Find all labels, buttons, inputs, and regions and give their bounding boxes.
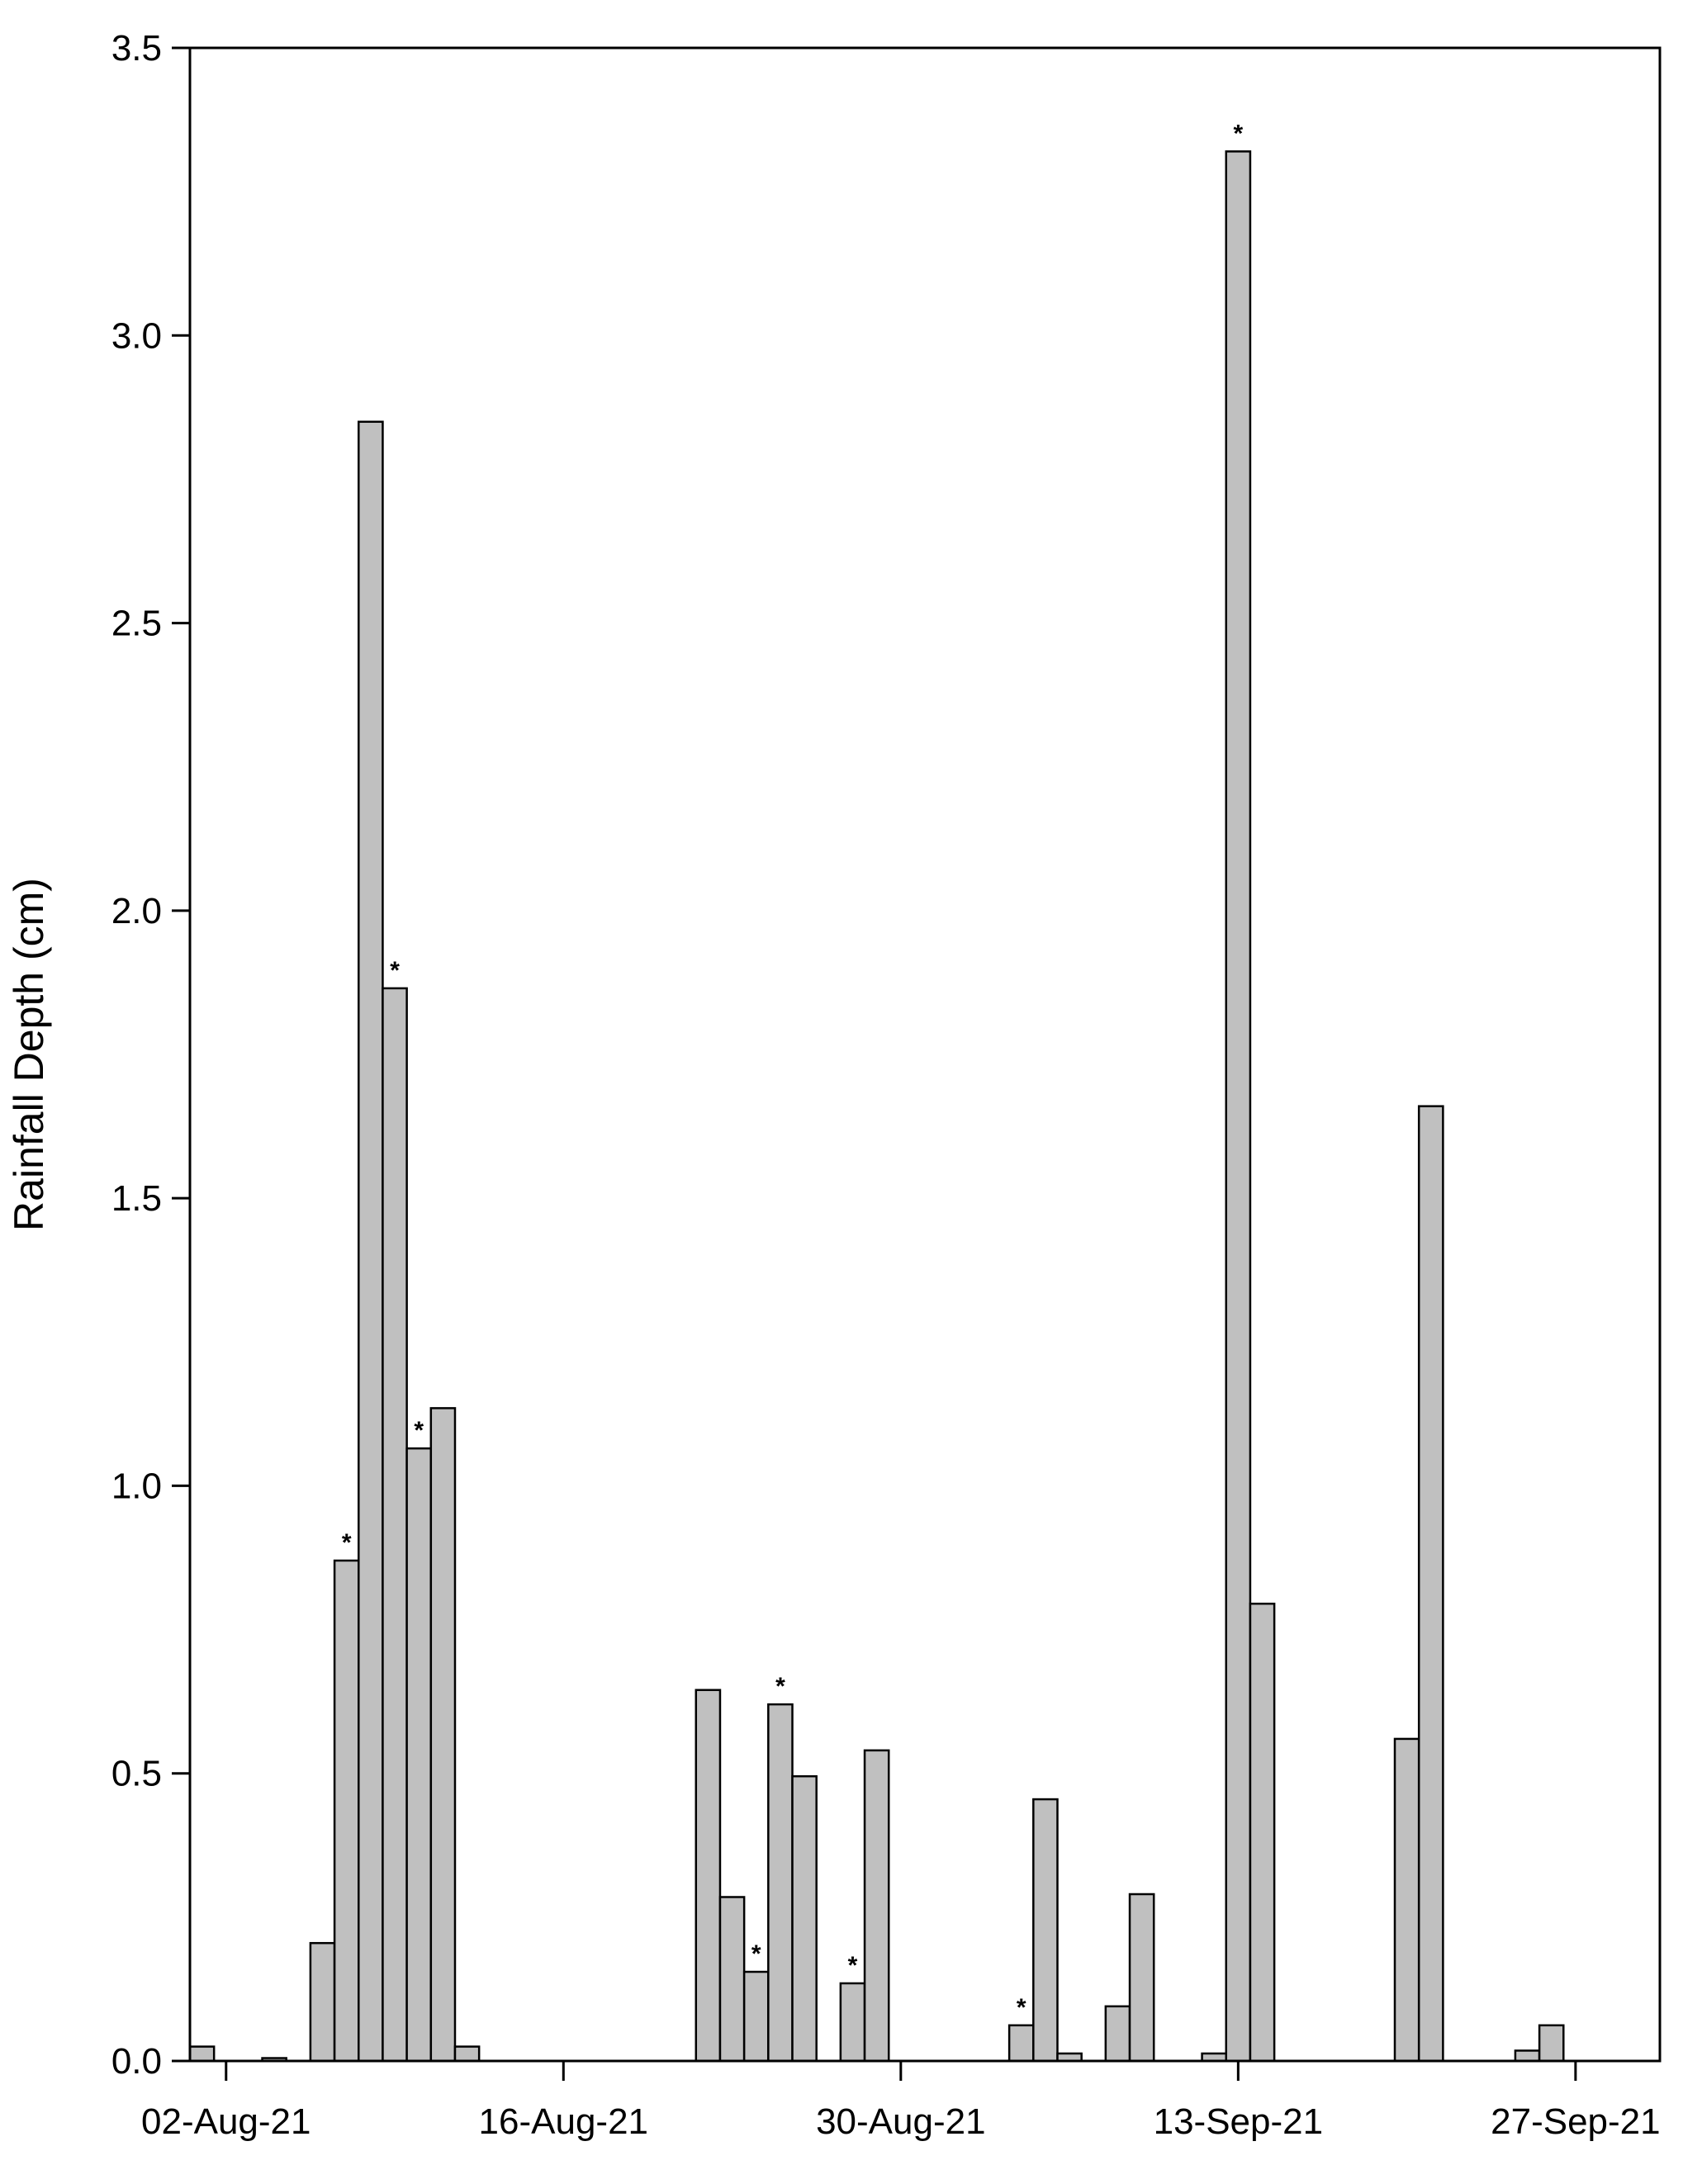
x-tick-label-2021-08-02: 02-Aug-21: [141, 2101, 311, 2142]
bar-2021-09-21: [1417, 1105, 1444, 2063]
y-tick-label: 3.5: [111, 28, 162, 69]
plot-frame: [188, 46, 1662, 2063]
bar-label-2021-09-13: *: [1234, 120, 1244, 147]
y-tick-label: 0.0: [111, 2041, 162, 2082]
y-axis-title: Rainfall Depth (cm): [6, 878, 52, 1231]
bar-2021-09-25: [1514, 2049, 1541, 2063]
bar-2021-08-12: [453, 2045, 481, 2063]
bar-label-2021-08-10: *: [414, 1417, 424, 1444]
bar-label-2021-08-24: *: [751, 1940, 761, 1968]
x-tick-label-2021-09-13: 13-Sep-21: [1154, 2101, 1323, 2142]
bar-2021-08-22: [695, 1689, 722, 2063]
bar-2021-08-07: [333, 1559, 360, 2063]
bar-2021-09-09: [1128, 1893, 1155, 2063]
bar-2021-08-11: [429, 1407, 457, 2063]
y-tick-label: 2.5: [111, 604, 162, 644]
bar-2021-08-10: [405, 1447, 433, 2063]
bars-layer: [188, 150, 1565, 2063]
bar-2021-08-29: [863, 1749, 890, 2063]
y-axis: 0.0 0.5 1.0 1.5 2.0 2.5 3.0 3.5: [111, 28, 190, 2082]
bar-label-2021-09-04: *: [1017, 1994, 1026, 2021]
y-tick-label: 1.0: [111, 1466, 162, 1506]
y-tick-label: 2.0: [111, 891, 162, 931]
x-tick-label-2021-09-27: 27-Sep-21: [1491, 2101, 1660, 2142]
bar-2021-09-26: [1538, 2024, 1565, 2063]
bar-label-2021-08-28: *: [848, 1952, 858, 1979]
bar-2021-08-09: [382, 987, 408, 2063]
bar-label-2021-08-07: *: [342, 1529, 352, 1556]
bar-2021-09-05: [1032, 1798, 1059, 2063]
bar-2021-08-01: [188, 2045, 216, 2063]
bar-2021-09-04: [1007, 2024, 1035, 2063]
bar-2021-09-20: [1393, 1737, 1420, 2063]
bar-2021-08-08: [358, 420, 384, 2063]
bar-2021-09-13: [1225, 150, 1252, 2063]
bar-2021-08-28: [839, 1982, 866, 2063]
y-tick-label: 0.5: [111, 1754, 162, 1794]
bar-2021-08-26: [791, 1774, 818, 2063]
y-tick-label: 3.0: [111, 315, 162, 356]
bar-2021-08-23: [718, 1896, 746, 2063]
bar-2021-08-24: [742, 1970, 770, 2063]
x-tick-label-2021-08-30: 30-Aug-21: [816, 2101, 985, 2142]
x-tick-label-2021-08-16: 16-Aug-21: [479, 2101, 648, 2142]
bar-2021-08-06: [309, 1941, 336, 2063]
bar-2021-08-25: [767, 1703, 794, 2063]
bar-2021-09-08: [1104, 2005, 1131, 2063]
significance-markers: * * * * * * * *: [342, 120, 1244, 2021]
x-axis: 02-Aug-21 16-Aug-21 30-Aug-21 13-Sep-21 27-S…: [141, 2061, 1661, 2142]
bar-2021-09-14: [1249, 1602, 1276, 2063]
bar-label-2021-08-25: *: [775, 1673, 785, 1700]
y-tick-label: 1.5: [111, 1178, 162, 1219]
bar-label-2021-08-09: *: [390, 957, 400, 984]
